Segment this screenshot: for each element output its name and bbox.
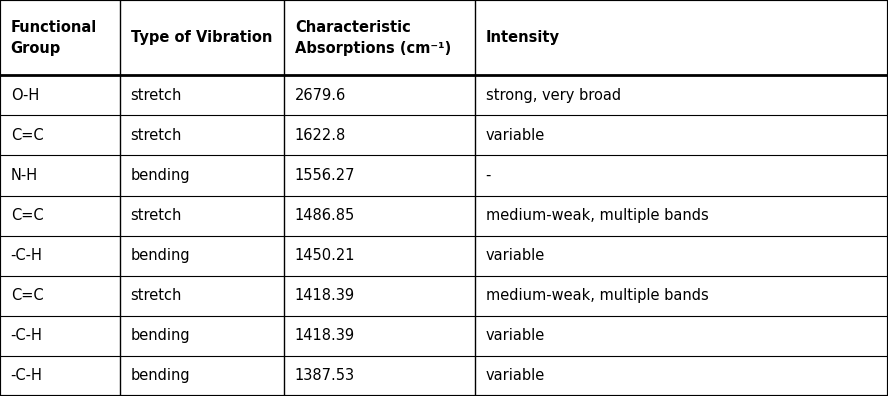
Text: medium-weak, multiple bands: medium-weak, multiple bands: [486, 208, 709, 223]
Text: variable: variable: [486, 368, 545, 383]
Text: 1418.39: 1418.39: [295, 288, 355, 303]
Text: C=C: C=C: [11, 288, 44, 303]
Text: -C-H: -C-H: [11, 248, 43, 263]
Text: stretch: stretch: [131, 208, 182, 223]
Text: 2679.6: 2679.6: [295, 88, 346, 103]
Text: 1450.21: 1450.21: [295, 248, 355, 263]
Text: bending: bending: [131, 328, 190, 343]
Text: variable: variable: [486, 328, 545, 343]
Text: Functional
Group: Functional Group: [11, 20, 97, 55]
Text: Type of Vibration: Type of Vibration: [131, 30, 272, 45]
Text: bending: bending: [131, 168, 190, 183]
Text: -: -: [486, 168, 491, 183]
Text: stretch: stretch: [131, 88, 182, 103]
Text: strong, very broad: strong, very broad: [486, 88, 621, 103]
Text: stretch: stretch: [131, 128, 182, 143]
Text: -C-H: -C-H: [11, 328, 43, 343]
Text: N-H: N-H: [11, 168, 38, 183]
Text: C=C: C=C: [11, 128, 44, 143]
Text: 1486.85: 1486.85: [295, 208, 355, 223]
Text: Characteristic
Absorptions (cm⁻¹): Characteristic Absorptions (cm⁻¹): [295, 20, 451, 55]
Text: bending: bending: [131, 368, 190, 383]
Text: bending: bending: [131, 248, 190, 263]
Text: Intensity: Intensity: [486, 30, 559, 45]
Text: variable: variable: [486, 248, 545, 263]
Text: 1622.8: 1622.8: [295, 128, 346, 143]
Text: O-H: O-H: [11, 88, 39, 103]
Text: stretch: stretch: [131, 288, 182, 303]
Text: medium-weak, multiple bands: medium-weak, multiple bands: [486, 288, 709, 303]
Text: 1387.53: 1387.53: [295, 368, 355, 383]
Text: -C-H: -C-H: [11, 368, 43, 383]
Text: 1418.39: 1418.39: [295, 328, 355, 343]
Text: C=C: C=C: [11, 208, 44, 223]
Text: 1556.27: 1556.27: [295, 168, 355, 183]
Text: variable: variable: [486, 128, 545, 143]
